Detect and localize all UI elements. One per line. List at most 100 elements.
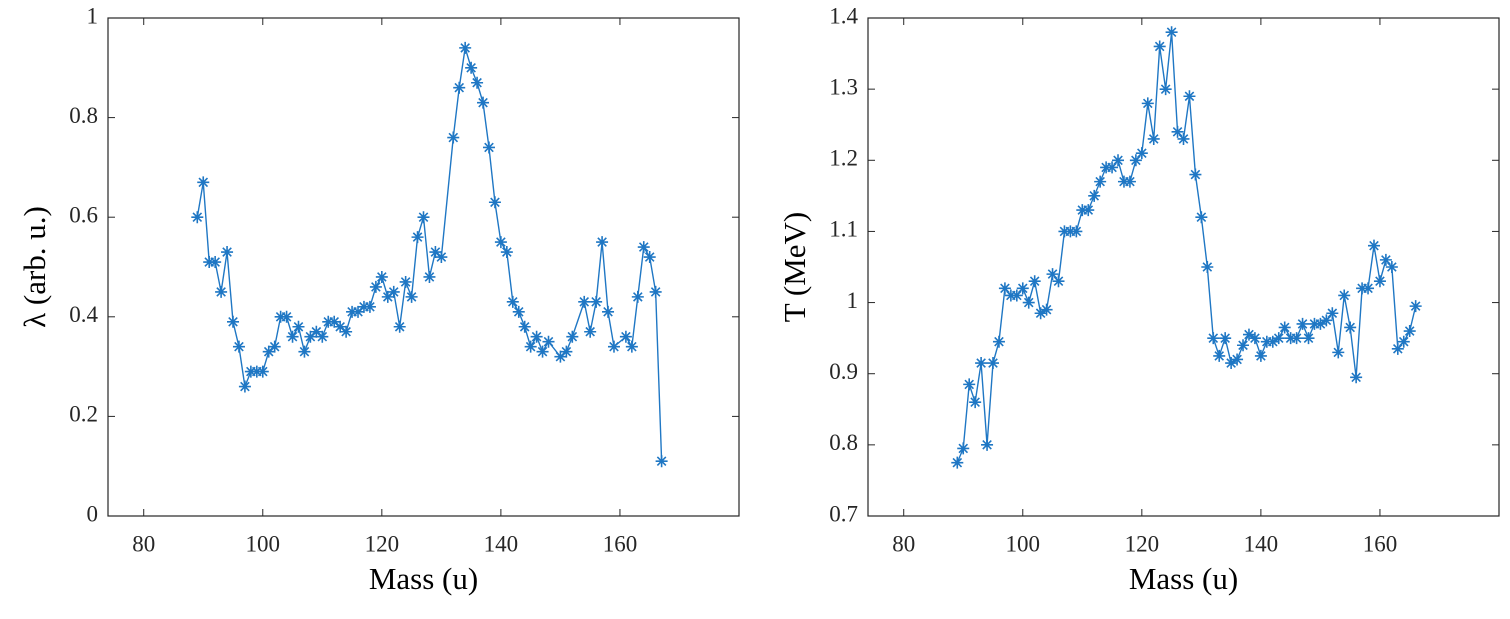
marker — [596, 236, 609, 249]
marker — [488, 196, 501, 209]
marker — [1123, 175, 1136, 188]
marker — [429, 246, 442, 259]
marker — [197, 176, 210, 189]
marker — [1272, 332, 1285, 345]
axes-box — [107, 17, 740, 517]
x-tick-label: 100 — [246, 531, 281, 556]
marker — [1231, 353, 1244, 366]
marker — [524, 340, 537, 353]
marker — [298, 345, 311, 358]
marker — [1213, 349, 1226, 362]
y-tick-label: 0.8 — [69, 103, 98, 128]
marker — [363, 300, 376, 313]
y-tick-label: 1.3 — [829, 74, 858, 99]
marker — [1189, 168, 1202, 181]
line — [956, 32, 1417, 463]
marker — [328, 315, 341, 328]
marker — [387, 285, 400, 298]
y-tick-label: 0.2 — [69, 402, 98, 427]
marker — [340, 325, 353, 338]
marker — [1373, 275, 1386, 288]
marker — [1379, 253, 1392, 266]
marker — [649, 285, 662, 298]
marker — [1177, 132, 1190, 145]
x-axis-label: Mass (u) — [369, 561, 478, 596]
y-tick-label: 1 — [87, 3, 99, 28]
y-tick-label: 0.6 — [69, 202, 98, 227]
marker — [482, 141, 495, 154]
marker — [417, 211, 430, 224]
marker — [1296, 317, 1309, 330]
line — [196, 47, 663, 462]
marker — [393, 320, 406, 333]
marker — [399, 275, 412, 288]
marker — [578, 295, 591, 308]
marker — [1040, 303, 1053, 316]
marker — [1403, 325, 1416, 338]
marker — [435, 251, 448, 264]
marker — [304, 330, 317, 343]
marker — [975, 357, 988, 370]
marker — [268, 340, 281, 353]
marker — [477, 96, 490, 109]
marker — [1147, 132, 1160, 145]
marker — [1153, 40, 1166, 53]
marker — [506, 295, 519, 308]
marker — [238, 380, 251, 393]
marker — [1338, 289, 1351, 302]
marker — [655, 455, 668, 468]
marker — [957, 442, 970, 455]
marker — [518, 320, 531, 333]
marker — [1094, 175, 1107, 188]
marker — [471, 76, 484, 89]
marker — [554, 350, 567, 363]
marker — [1201, 261, 1214, 273]
marker — [227, 315, 240, 328]
marker — [221, 246, 234, 259]
marker — [1010, 289, 1023, 302]
y-tick-label: 0.8 — [829, 430, 858, 455]
axes-box — [867, 17, 1500, 517]
marker — [998, 282, 1011, 295]
y-axis-label: λ (arb. u.) — [17, 206, 52, 328]
marker — [951, 456, 964, 469]
x-tick-label: 120 — [1125, 531, 1160, 556]
marker — [256, 365, 269, 378]
marker — [286, 330, 299, 343]
marker — [1088, 189, 1101, 202]
x-tick-label: 100 — [1006, 531, 1041, 556]
marker — [1165, 26, 1178, 39]
y-tick-label: 1.1 — [829, 217, 858, 242]
marker — [963, 378, 976, 391]
marker — [494, 236, 507, 249]
marker — [465, 61, 478, 74]
marker — [619, 330, 632, 343]
marker — [1362, 282, 1375, 295]
marker — [1070, 225, 1083, 238]
marker — [512, 305, 525, 318]
marker — [1207, 332, 1220, 345]
y-tick-label: 1.4 — [829, 3, 858, 28]
x-tick-label: 80 — [892, 531, 915, 556]
marker — [1082, 204, 1095, 217]
y-axis-label: T (MeV) — [777, 212, 812, 322]
marker — [453, 81, 466, 94]
x-tick-label: 160 — [1363, 531, 1398, 556]
marker — [969, 396, 982, 409]
marker — [542, 335, 555, 348]
marker — [1266, 335, 1279, 348]
marker — [1171, 125, 1184, 138]
marker — [215, 285, 228, 298]
x-tick-label: 160 — [603, 531, 638, 556]
marker — [1290, 332, 1303, 345]
marker — [607, 340, 620, 353]
marker — [411, 231, 424, 244]
marker — [405, 290, 418, 303]
marker — [1046, 268, 1059, 281]
marker — [981, 438, 994, 451]
marker — [1350, 371, 1363, 384]
marker — [1225, 357, 1238, 370]
marker — [1195, 211, 1208, 224]
marker — [987, 357, 1000, 370]
